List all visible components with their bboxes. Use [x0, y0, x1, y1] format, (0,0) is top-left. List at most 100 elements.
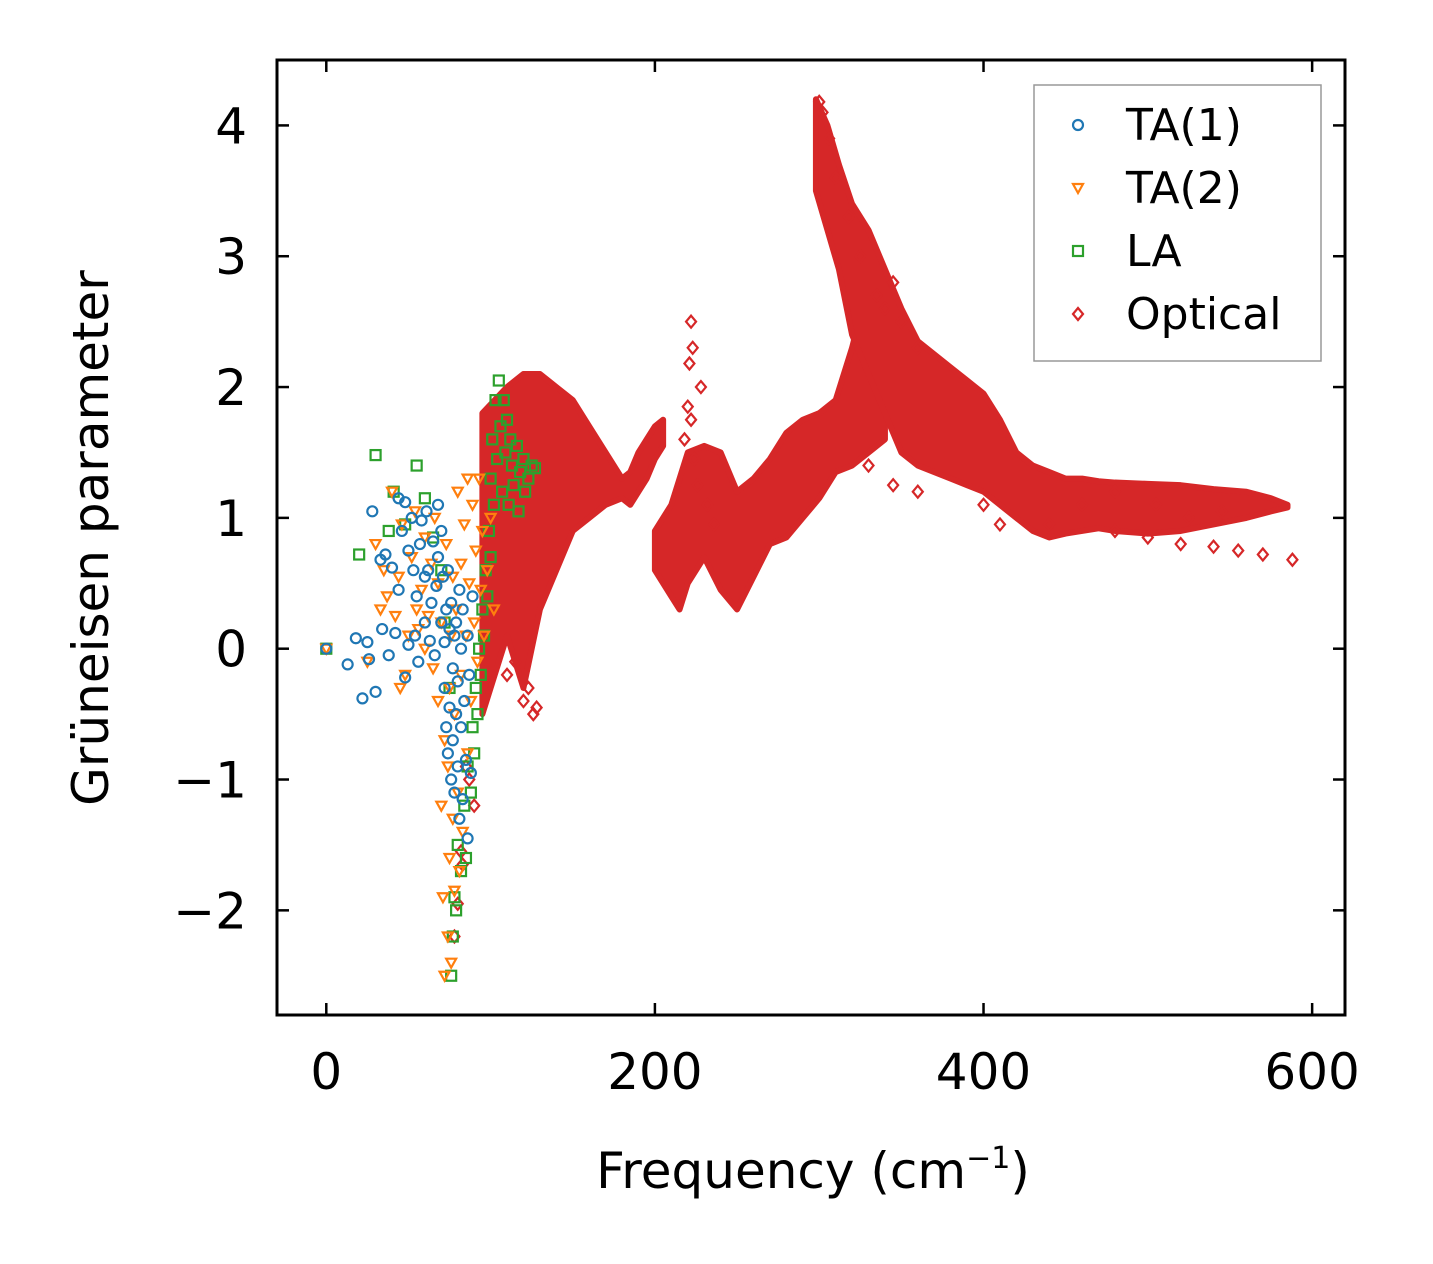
ta-1-point [464, 766, 477, 780]
optical-point [1075, 497, 1089, 513]
legend-label-optical: Optical [1126, 289, 1281, 340]
ta-2-point [470, 656, 485, 670]
la-point [449, 904, 463, 917]
la-point [512, 505, 525, 518]
optical-point [681, 398, 695, 415]
ta-1-point [376, 622, 389, 636]
ta-1-point [418, 570, 431, 583]
optical-point [977, 497, 990, 513]
ta-2-point [395, 519, 409, 532]
optical-point [694, 379, 708, 395]
ta-1-point [366, 505, 379, 518]
ta-2-point [467, 617, 482, 630]
ta-1-point [454, 642, 468, 655]
ta-1-point [410, 590, 423, 603]
la-point [502, 498, 515, 511]
optical-point [1231, 542, 1245, 559]
ta-1-point [415, 514, 428, 527]
ta-1-point [458, 694, 471, 708]
optical-point [701, 497, 714, 513]
ta-1-point [448, 629, 461, 642]
legend-label-ta-1: TA(1) [1125, 100, 1242, 151]
ta-1-point [425, 596, 438, 610]
ta-2-point [380, 591, 394, 604]
optical-point [862, 457, 875, 474]
la-point [476, 603, 489, 616]
la-point [507, 479, 520, 492]
la-point [435, 564, 448, 577]
la-point [519, 485, 532, 498]
y-tick-label: 4 [215, 97, 247, 155]
ta-1-point [466, 590, 479, 603]
ta-2-point [441, 931, 455, 944]
x-axis-label: Frequency (cm−1) [596, 1141, 1030, 1200]
ta-1-point [449, 708, 463, 721]
optical-point [1256, 546, 1270, 563]
ta-1-point [431, 551, 445, 564]
ta-1-point [422, 564, 435, 577]
optical-point [687, 451, 701, 467]
optical-point [993, 516, 1007, 533]
optical-point [894, 313, 908, 330]
la-point [469, 681, 482, 695]
ta-2-point [480, 565, 495, 578]
la-point [481, 590, 494, 603]
y-tick-label: 0 [215, 621, 247, 679]
ta-2-point [439, 538, 454, 552]
ta-1-point [446, 662, 459, 675]
ta-2-point [434, 800, 449, 813]
ta-1-point [443, 701, 456, 714]
la-point [466, 721, 479, 734]
ta-1-point [438, 636, 451, 649]
ta-1-point [402, 544, 415, 557]
ta-1-point [356, 692, 369, 705]
ta-2-point [391, 571, 406, 585]
ta-1-point [446, 734, 459, 747]
legend-items: TA(1) TA(2) LA Optical [1071, 100, 1281, 340]
la-point [504, 433, 517, 446]
x-tick-label: 200 [607, 1043, 702, 1101]
ta-1-point [389, 626, 402, 640]
ta-2-point [393, 682, 408, 696]
ta-1-point [399, 496, 412, 509]
ta-1-point [453, 583, 466, 596]
ta-2-point [460, 473, 475, 486]
ta-1-point [449, 616, 463, 629]
ta-2-point [452, 865, 467, 879]
ta-2-point [455, 826, 470, 840]
la-point [489, 394, 502, 407]
la-point [525, 459, 538, 472]
la-point [459, 851, 473, 865]
ta-1-point [435, 616, 448, 629]
la-point [418, 492, 431, 505]
ta-2-point [388, 610, 403, 624]
ta-2-point [483, 512, 498, 526]
plot-frame [275, 58, 1347, 1017]
ta-2-point [465, 499, 480, 513]
ta-2-point [436, 892, 450, 905]
ta-2-point [444, 957, 459, 970]
ta-1-point [408, 629, 422, 642]
ta-2-point [437, 970, 452, 984]
legend-label-ta-2: TA(2) [1125, 163, 1242, 214]
la-point [494, 420, 507, 433]
ta-1-point [441, 564, 454, 577]
ta-1-point [448, 786, 461, 799]
optical-point [1215, 503, 1229, 520]
optical-point [517, 693, 530, 709]
ta-2-point [468, 545, 483, 558]
optical-point [691, 477, 705, 493]
ta-1-point [430, 579, 443, 593]
optical-point [853, 248, 867, 264]
ta-2-point [385, 486, 399, 499]
y-axis-label: Grüneisen parameter [62, 270, 120, 806]
ta-1-point [418, 616, 431, 629]
optical-point [530, 699, 544, 716]
ta-2-point [427, 512, 442, 526]
x-tick-label: 400 [936, 1043, 1031, 1101]
optical-point [1182, 510, 1196, 526]
ta-2-point [473, 584, 488, 598]
ta-1-point [361, 636, 374, 649]
la-point [369, 448, 382, 462]
optical-point [842, 209, 856, 225]
